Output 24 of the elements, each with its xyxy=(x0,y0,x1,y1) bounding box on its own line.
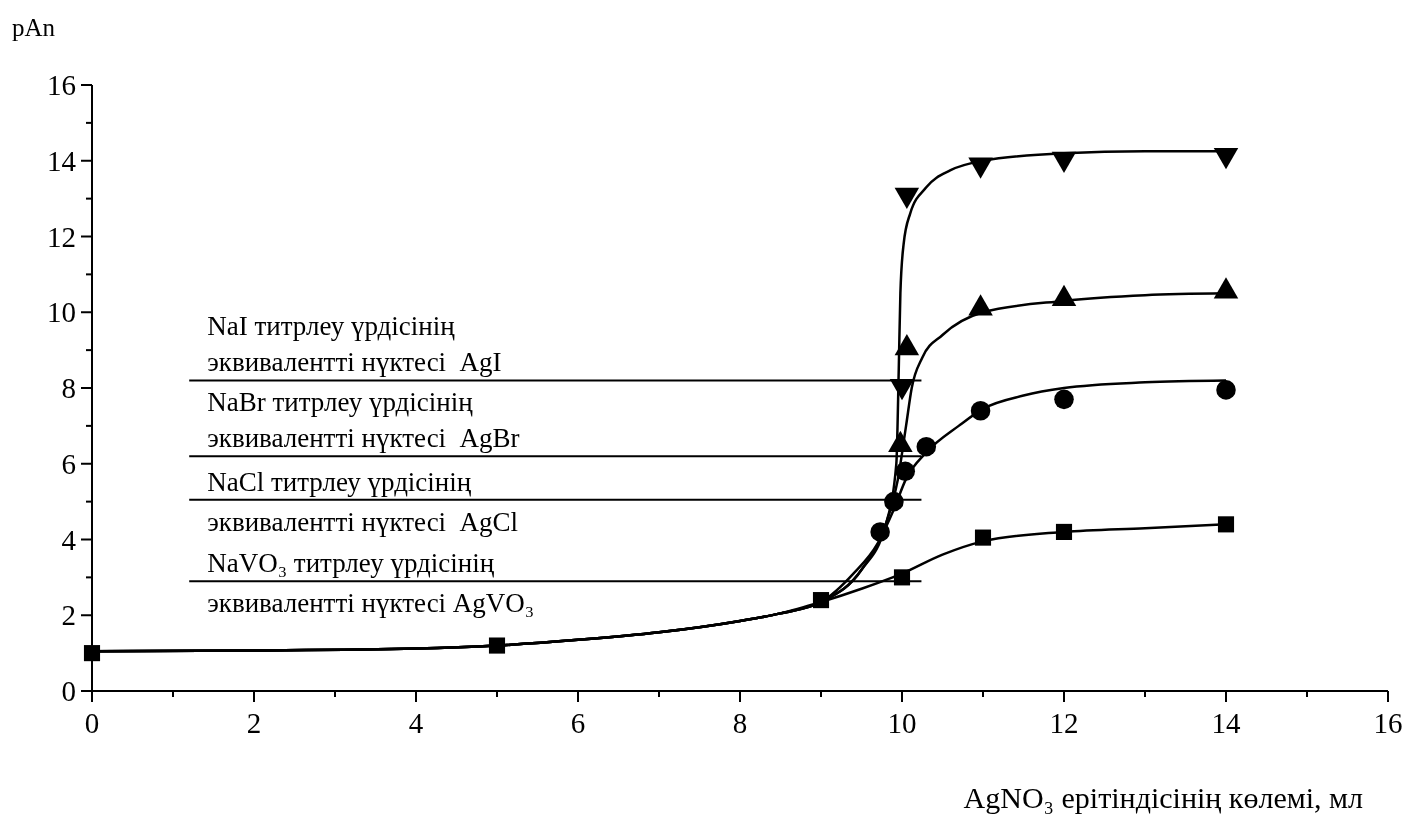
ref-line-label: NaVO₃ титрлеу үрдісінің эквивалентті нүктесі AgVO₃ xyxy=(207,548,535,619)
ref-line-label: NaCl титрлеу үрдісінің эквивалентті нүктесі AgCl xyxy=(207,466,519,537)
x-tick-label: 14 xyxy=(1211,707,1241,739)
x-axis-title: AgNO₃ ерітіндісінің көлемі, мл xyxy=(963,781,1364,814)
y-tick-label: 10 xyxy=(47,296,76,329)
y-tick-label: 14 xyxy=(47,144,77,177)
y-tick-label: 16 xyxy=(47,69,76,102)
x-tick-label: 8 xyxy=(732,707,748,739)
ref-line-label: NaBr титрлеу үрдісінің эквивалентті нүктесі AgBr xyxy=(207,387,520,454)
x-tick-label: 12 xyxy=(1049,707,1079,739)
x-tick-label: 6 xyxy=(570,707,586,739)
y-tick-label: 12 xyxy=(47,220,76,253)
x-tick-label: 2 xyxy=(246,707,262,739)
y-tick-label: 4 xyxy=(61,523,77,556)
y-tick-label: 8 xyxy=(61,372,76,405)
x-tick-label: 10 xyxy=(887,707,917,739)
y-tick-label: 6 xyxy=(61,447,76,480)
y-tick-label: 0 xyxy=(61,675,76,708)
x-tick-label: 4 xyxy=(408,707,424,739)
ref-line-label: NaI титрлеу үрдісінің эквивалентті нүктесі AgI xyxy=(207,311,502,378)
y-axis-title: pAn xyxy=(12,14,56,41)
x-tick-label: 0 xyxy=(84,707,100,739)
y-tick-label: 2 xyxy=(61,599,76,632)
x-tick-label: 16 xyxy=(1373,707,1403,739)
